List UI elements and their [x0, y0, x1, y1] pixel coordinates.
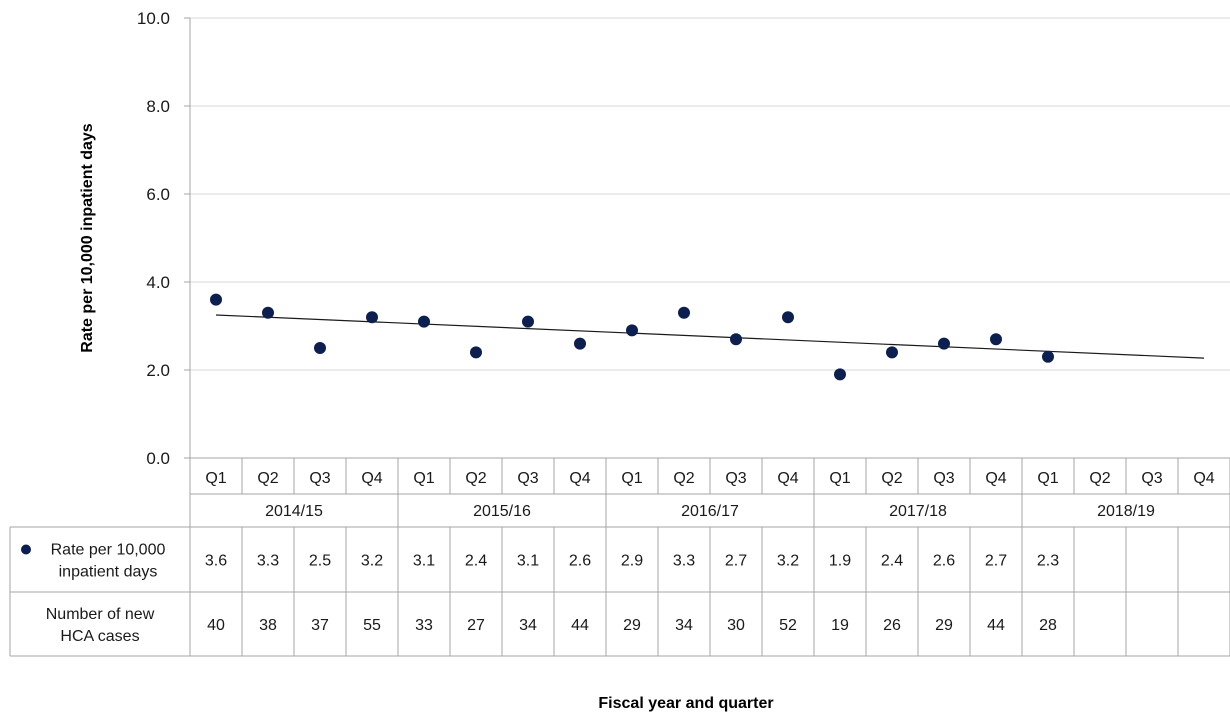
data-point: [834, 368, 846, 381]
data-point: [210, 293, 222, 306]
y-tick-label: 2.0: [146, 361, 170, 380]
legend-marker: [21, 544, 31, 555]
data-label: 37: [311, 617, 329, 634]
x-tick-label: Q4: [985, 470, 1006, 487]
data-label: 1.9: [829, 553, 851, 570]
year-label: 2015/16: [473, 503, 531, 520]
x-tick-label: Q3: [309, 470, 330, 487]
data-label: 2.7: [985, 553, 1007, 570]
data-point: [314, 342, 326, 354]
data-point: [886, 346, 898, 359]
data-label: 2.4: [465, 553, 487, 570]
data-label: 3.1: [413, 553, 435, 570]
data-label: 3.1: [517, 553, 539, 570]
data-point: [366, 311, 378, 324]
data-label: 27: [467, 617, 485, 634]
y-tick-label: 10.0: [137, 9, 170, 28]
row-label-line2: HCA cases: [60, 628, 139, 645]
x-tick-label: Q2: [1089, 470, 1110, 487]
data-point: [678, 306, 690, 319]
x-tick-label: Q1: [829, 470, 850, 487]
data-point: [782, 311, 794, 324]
gridlines: [190, 17, 1230, 371]
row-label-line1: Number of new: [46, 606, 155, 623]
x-tick-label: Q4: [777, 470, 798, 487]
x-axis-label: Fiscal year and quarter: [598, 695, 773, 712]
data-label: 2.7: [725, 553, 747, 570]
x-tick-label: Q1: [413, 470, 434, 487]
x-tick-label: Q4: [569, 470, 590, 487]
data-label: 2.9: [621, 553, 643, 570]
data-point: [990, 333, 1002, 346]
x-tick-label: Q1: [1037, 470, 1058, 487]
data-label: 34: [519, 617, 537, 634]
x-tick-label: Q3: [933, 470, 954, 487]
data-label: 3.6: [205, 553, 227, 570]
x-tick-label: Q2: [465, 470, 486, 487]
data-label: 44: [571, 617, 589, 634]
data-label: 52: [779, 617, 797, 634]
x-tick-label: Q3: [517, 470, 538, 487]
data-point: [1042, 350, 1054, 363]
data-point: [470, 346, 482, 359]
data-point: [418, 315, 430, 328]
data-label: 30: [727, 617, 745, 634]
data-label: 28: [1039, 617, 1057, 634]
data-point: [262, 306, 274, 319]
data-label: 2.4: [881, 553, 903, 570]
data-point: [626, 324, 638, 337]
y-axis-label: Rate per 10,000 inpatient days: [79, 123, 96, 353]
year-label: 2017/18: [889, 503, 947, 520]
data-point: [574, 337, 586, 350]
data-label: 38: [259, 617, 277, 634]
data-label: 19: [831, 617, 849, 634]
year-label: 2014/15: [265, 503, 323, 520]
data-label: 2.3: [1037, 553, 1059, 570]
x-tick-label: Q1: [205, 470, 226, 487]
x-tick-label: Q2: [881, 470, 902, 487]
data-label: 40: [207, 617, 225, 634]
data-table: Q1 Q2 Q3 Q4 Q1 Q2 Q3 Q4 Q1 Q2 Q3 Q4 Q1 Q2 Q3 Q4 Q1 Q2 Q3 Q4…: [9, 458, 1230, 657]
x-tick-label: Q2: [257, 470, 278, 487]
y-tick-label: 0.0: [146, 449, 170, 468]
year-label: 2016/17: [681, 503, 739, 520]
data-label: 33: [415, 617, 433, 634]
data-point: [730, 333, 742, 346]
x-tick-label: Q4: [361, 470, 382, 487]
x-tick-label: Q3: [725, 470, 746, 487]
data-label: 26: [883, 617, 901, 634]
data-label: 2.5: [309, 553, 331, 570]
y-tick-label: 8.0: [146, 97, 170, 116]
row-label-line1: Rate per 10,000: [51, 542, 166, 559]
data-label: 2.6: [933, 553, 955, 570]
y-tick-label: 6.0: [146, 185, 170, 204]
data-label: 2.6: [569, 553, 591, 570]
data-label: 34: [675, 617, 693, 634]
y-tick-label: 4.0: [146, 273, 170, 292]
data-points: [210, 293, 1054, 381]
data-label: 44: [987, 617, 1005, 634]
data-label: 55: [363, 617, 381, 634]
trendline-line: [215, 314, 1205, 359]
trendline: [215, 314, 1205, 359]
row-label-line2: inpatient days: [59, 564, 158, 581]
data-label: 3.3: [673, 553, 695, 570]
year-label: 2018/19: [1097, 503, 1155, 520]
x-tick-label: Q2: [673, 470, 694, 487]
x-tick-label: Q4: [1193, 470, 1214, 487]
data-label: 3.2: [777, 553, 799, 570]
data-point: [938, 337, 950, 350]
data-label: 3.2: [361, 553, 383, 570]
data-point: [522, 315, 534, 328]
data-label: 29: [623, 617, 641, 634]
data-label: 29: [935, 617, 953, 634]
x-tick-label: Q3: [1141, 470, 1162, 487]
data-label: 3.3: [257, 553, 279, 570]
x-tick-label: Q1: [621, 470, 642, 487]
y-axis: 0.0 2.0 4.0 6.0 8.0 10.0: [137, 9, 1230, 468]
